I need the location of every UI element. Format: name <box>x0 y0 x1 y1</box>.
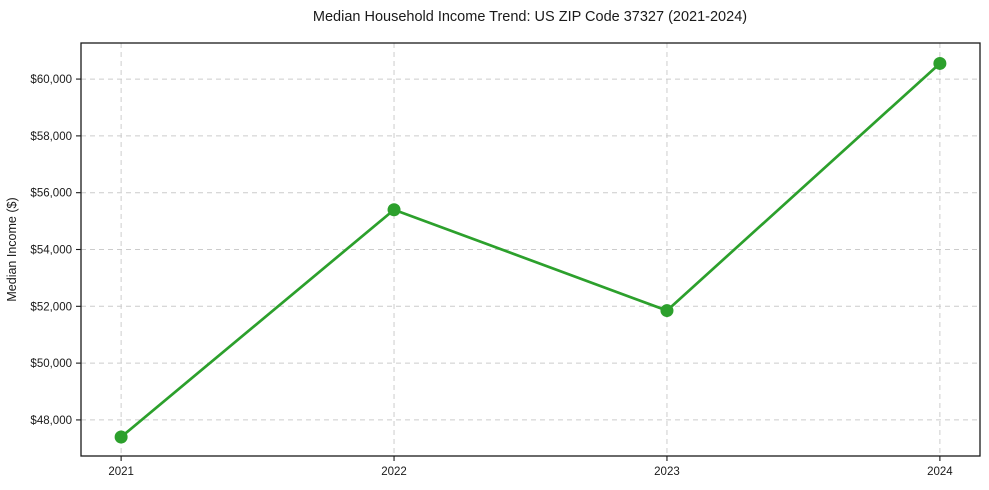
y-tick-label: $58,000 <box>30 131 72 143</box>
y-tick-label: $52,000 <box>30 301 72 313</box>
plot-border <box>80 42 981 457</box>
y-axis-label: Median Income ($) <box>5 197 19 301</box>
data-point-2021 <box>114 430 128 444</box>
y-tick-label: $48,000 <box>30 415 72 427</box>
grid-layer <box>81 43 980 456</box>
x-tick-label: 2024 <box>927 466 953 478</box>
y-tick-label: $50,000 <box>30 358 72 370</box>
y-tick-label: $56,000 <box>30 188 72 200</box>
trend-line <box>119 62 942 439</box>
x-tick-label: 2023 <box>654 466 680 478</box>
chart-title: Median Household Income Trend: US ZIP Co… <box>313 9 747 25</box>
axis-layer: $48,000 $50,000 $52,000 $54,000 $56,000 $58,0… <box>30 42 981 478</box>
y-tick-label: $60,000 <box>30 74 72 86</box>
x-tick-label: 2022 <box>381 466 407 478</box>
data-layer <box>114 56 947 444</box>
x-tick-label: 2021 <box>108 466 134 478</box>
data-point-2023 <box>660 304 674 318</box>
y-tick-label: $54,000 <box>30 245 72 257</box>
data-point-2024 <box>933 56 947 70</box>
data-point-2022 <box>387 203 401 217</box>
